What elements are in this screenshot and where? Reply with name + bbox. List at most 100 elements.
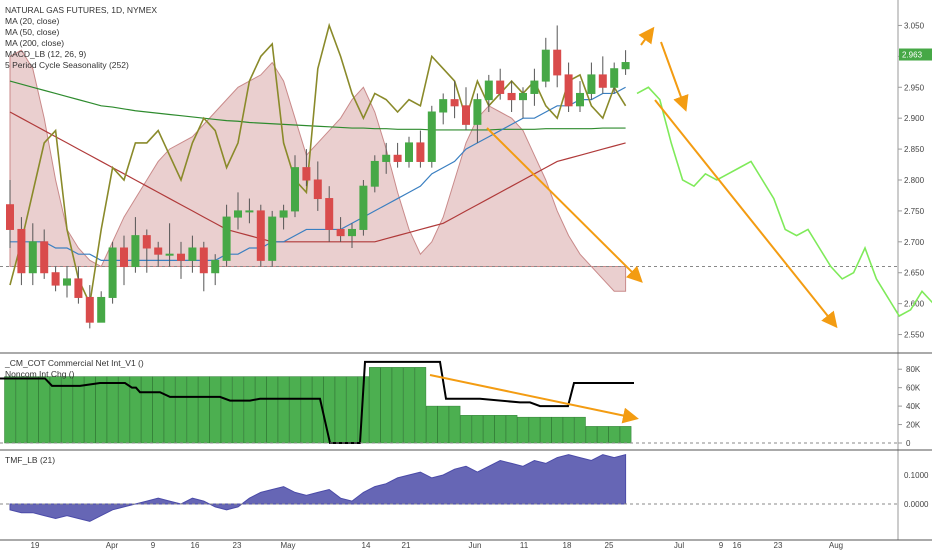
candle-body xyxy=(462,105,470,125)
candle-body xyxy=(313,179,322,200)
candle-body xyxy=(450,99,459,107)
tmf-area xyxy=(9,454,627,522)
price-tick-label: 2.550 xyxy=(904,331,925,340)
cot-bar xyxy=(562,416,575,444)
cot-tick-label: 0 xyxy=(906,439,911,448)
cot-tick-label: 60K xyxy=(906,384,921,393)
cot-bar xyxy=(483,415,495,444)
candle-body xyxy=(576,92,584,107)
time-axis-label: 18 xyxy=(563,541,572,550)
candle-body xyxy=(234,210,242,218)
candle-body xyxy=(142,235,151,249)
candle-body xyxy=(439,99,448,113)
price-tick-label: 2.700 xyxy=(904,238,925,247)
cot-label-commercial: _CM_COT Commercial Net Int_V1 () xyxy=(5,358,144,368)
cot-label-noncom: Noncom Int Chg () xyxy=(5,369,75,379)
time-axis-label: 23 xyxy=(774,541,783,550)
candle-body xyxy=(507,92,516,101)
candle-body xyxy=(336,228,345,237)
cot-bar xyxy=(323,376,335,444)
cot-bar xyxy=(585,426,598,444)
time-axis-label: 16 xyxy=(191,541,200,550)
cot-bar xyxy=(426,405,438,444)
cot-bar xyxy=(4,376,16,444)
cot-bar xyxy=(129,376,142,444)
time-axis-label: 9 xyxy=(151,541,156,550)
cot-bar xyxy=(517,416,529,444)
last-price-label: 2.963 xyxy=(902,51,923,60)
candle-body xyxy=(165,253,174,256)
candle-body xyxy=(484,80,493,101)
cot-bar xyxy=(460,415,472,444)
candle-body xyxy=(85,296,94,323)
candle-body xyxy=(131,235,140,268)
candle-body xyxy=(17,228,26,274)
cot-bar xyxy=(346,376,358,444)
candle-body xyxy=(120,247,128,268)
cot-bar xyxy=(232,376,244,444)
time-axis-label: Aug xyxy=(829,541,843,550)
trend-arrow xyxy=(486,127,643,283)
candle-body xyxy=(370,160,379,187)
cot-bar xyxy=(597,426,609,444)
tmf-legend: TMF_LB (21) xyxy=(5,455,55,466)
candle-body xyxy=(564,74,573,107)
cot-bar xyxy=(619,426,632,444)
legend-ma20: MA (20, close) xyxy=(5,16,60,26)
candle-body xyxy=(188,247,197,261)
cot-bar xyxy=(15,376,28,444)
legend-ma200: MA (200, close) xyxy=(5,38,65,48)
candle-body xyxy=(302,167,311,181)
time-axis-label: 11 xyxy=(520,541,529,550)
time-axis-label: Apr xyxy=(106,541,119,550)
candle-body xyxy=(199,247,208,274)
candle-body xyxy=(28,241,37,274)
candle-body xyxy=(177,253,185,261)
cot-legend: _CM_COT Commercial Net Int_V1 () Noncom … xyxy=(5,358,144,380)
candle-body xyxy=(256,210,265,261)
tmf-label: TMF_LB (21) xyxy=(5,455,56,465)
cot-bar xyxy=(391,367,404,444)
price-tick-label: 2.850 xyxy=(904,145,925,154)
cot-bar xyxy=(300,376,313,444)
candle-body xyxy=(348,228,356,237)
time-axis-label: May xyxy=(280,541,295,550)
cot-bar xyxy=(414,367,427,444)
candle-body xyxy=(222,216,231,261)
time-axis-label: 16 xyxy=(733,541,742,550)
cot-bar xyxy=(106,376,119,444)
cot-bar xyxy=(289,376,301,444)
cot-bar xyxy=(551,416,563,444)
price-tick-label: 2.950 xyxy=(904,83,925,92)
cot-bar xyxy=(437,405,449,444)
cot-bar xyxy=(38,376,50,444)
chart-title: NATURAL GAS FUTURES, 1D, NYMEX xyxy=(5,5,158,15)
candle-body xyxy=(393,154,402,162)
candle-body xyxy=(268,216,277,261)
trend-arrow xyxy=(654,99,838,329)
cot-bar xyxy=(243,376,256,444)
noncom-line xyxy=(0,360,634,444)
price-legend: NATURAL GAS FUTURES, 1D, NYMEX MA (20, c… xyxy=(5,5,157,71)
candle-body xyxy=(51,272,60,286)
time-axis-label: 19 xyxy=(31,541,40,550)
trend-arrow xyxy=(638,26,655,46)
cot-bar xyxy=(448,405,461,444)
cot-tick-label: 40K xyxy=(906,402,921,411)
candle-body xyxy=(40,241,49,274)
candle-body xyxy=(553,49,562,76)
price-tick-label: 3.050 xyxy=(904,21,925,30)
candle-body xyxy=(496,80,505,94)
time-axis-label: 25 xyxy=(605,541,614,550)
trend-arrow xyxy=(660,41,689,112)
legend-seasonality: 5 Period Cycle Seasonality (252) xyxy=(5,60,129,70)
cot-bar xyxy=(186,376,199,444)
candle-body xyxy=(291,167,299,212)
cot-bar xyxy=(608,426,620,444)
candle-body xyxy=(97,296,106,323)
cot-bar xyxy=(380,367,392,444)
time-axis-label: 14 xyxy=(362,541,371,550)
cot-bar xyxy=(540,416,552,444)
candle-body xyxy=(598,74,607,88)
